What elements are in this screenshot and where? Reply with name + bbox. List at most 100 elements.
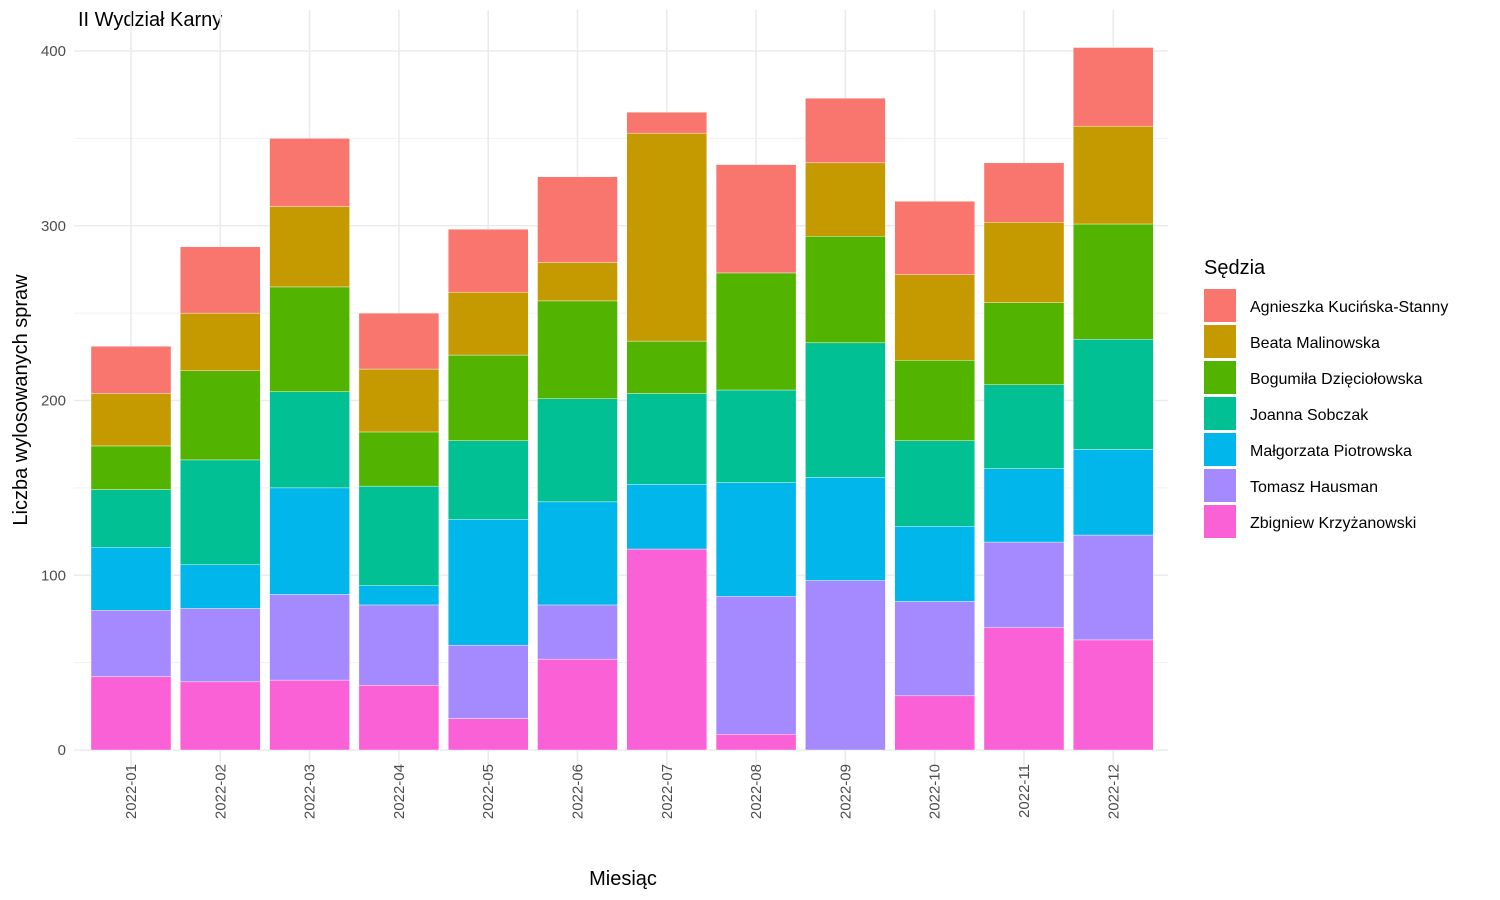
bar-segment xyxy=(537,262,618,302)
bar-segment xyxy=(180,564,261,609)
bar-segment xyxy=(90,676,172,751)
legend-label: Tomasz Hausman xyxy=(1250,479,1378,496)
bar-segment xyxy=(358,485,440,586)
bar-segment xyxy=(715,596,797,735)
bar-segment xyxy=(1073,223,1154,340)
bar-segment xyxy=(537,658,618,751)
bar-segment xyxy=(358,312,440,370)
legend-swatch xyxy=(1204,289,1236,322)
bar-segment xyxy=(715,482,797,597)
bar-segment xyxy=(715,734,797,751)
legend-swatch xyxy=(1204,433,1236,466)
x-tick-label: 2022-11 xyxy=(1016,764,1033,818)
bar-segment xyxy=(537,398,618,503)
bar-segment xyxy=(626,132,707,342)
x-tick-label: 2022-10 xyxy=(927,764,944,819)
bar-segment xyxy=(983,541,1065,628)
bar-segment xyxy=(90,346,172,394)
legend-label: Beata Malinowska xyxy=(1250,335,1380,352)
x-tick-label: 2022-04 xyxy=(391,764,408,819)
bar-segment xyxy=(90,393,172,447)
bar-segment xyxy=(537,604,618,660)
y-tick-label: 100 xyxy=(41,567,66,584)
bar-segment xyxy=(448,354,529,441)
bar-segment xyxy=(626,484,707,550)
legend: Sędzia Agnieszka Kucińska-Stanny Beata Ma… xyxy=(1204,257,1448,538)
bar-segment xyxy=(180,370,261,461)
bar-segment xyxy=(180,681,261,751)
bar-segment xyxy=(983,222,1065,303)
x-tick-label: 2022-12 xyxy=(1105,764,1122,819)
bar-segment xyxy=(90,445,172,490)
bar-segment xyxy=(537,501,618,606)
bar-segment xyxy=(537,176,618,263)
bar-segment xyxy=(805,162,886,237)
bar-segment xyxy=(1073,639,1154,751)
legend-swatch xyxy=(1204,325,1236,358)
bar-segment xyxy=(894,601,975,697)
bar-segment xyxy=(180,312,261,371)
x-tick-label: 2022-08 xyxy=(748,764,765,819)
legend-title: Sędzia xyxy=(1204,257,1266,279)
bar-segment xyxy=(90,547,172,611)
bar-segment xyxy=(358,685,440,751)
bar-segment xyxy=(448,519,529,646)
legend-label: Agnieszka Kucińska-Stanny xyxy=(1250,299,1448,316)
bar-segment xyxy=(448,440,529,520)
x-tick-label: 2022-03 xyxy=(302,764,319,819)
bar-segment xyxy=(1073,534,1154,641)
bar-segment xyxy=(269,594,350,681)
bar-segment xyxy=(983,162,1065,223)
x-axis-title: Miesiąc xyxy=(589,868,657,890)
x-tick-label: 2022-02 xyxy=(212,764,229,819)
bar-segment xyxy=(90,610,172,677)
bar-segment xyxy=(1073,339,1154,450)
bar-segment xyxy=(626,340,707,394)
y-axis-ticks: 0 100 200 300 400 xyxy=(41,43,66,759)
bar-segment xyxy=(805,477,886,581)
y-axis-title: Liczba wylosowanych spraw xyxy=(10,274,32,526)
legend-swatch xyxy=(1204,361,1236,394)
bar-segment xyxy=(180,608,261,683)
x-axis-ticks: 2022-01 2022-02 2022-03 2022-04 2022-05 2022-… xyxy=(123,764,1122,819)
bar-segment xyxy=(983,627,1065,751)
bar-segment xyxy=(269,391,350,489)
y-tick-label: 300 xyxy=(41,218,66,235)
bar-segment xyxy=(894,440,975,527)
bar-segment xyxy=(894,201,975,275)
bar-segment xyxy=(805,342,886,478)
x-tick-label: 2022-09 xyxy=(837,764,854,819)
legend-label: Zbigniew Krzyżanowski xyxy=(1250,515,1416,532)
bar-segment xyxy=(448,291,529,356)
bar-segment xyxy=(269,679,350,751)
bar-segment xyxy=(358,604,440,686)
legend-label: Joanna Sobczak xyxy=(1250,407,1369,424)
bar-segment xyxy=(894,360,975,441)
bar-segment xyxy=(1073,449,1154,536)
bar-segment xyxy=(1073,47,1154,127)
x-tick-label: 2022-01 xyxy=(123,764,140,819)
bar-segment xyxy=(894,526,975,602)
bar-stack-group xyxy=(90,47,1154,751)
bar-segment xyxy=(358,368,440,433)
bar-segment xyxy=(805,97,886,164)
legend-label: Małgorzata Piotrowska xyxy=(1250,443,1412,460)
bar-segment xyxy=(983,302,1065,385)
legend-swatch xyxy=(1204,505,1236,538)
bar-segment xyxy=(358,585,440,606)
bar-segment xyxy=(358,431,440,487)
legend-label: Bogumiła Dzięciołowska xyxy=(1250,371,1423,388)
bar-segment xyxy=(448,644,529,719)
bar-segment xyxy=(180,246,261,314)
bar-segment xyxy=(269,487,350,595)
y-tick-label: 400 xyxy=(41,43,66,60)
y-tick-label: 0 xyxy=(58,742,66,759)
bar-segment xyxy=(1073,125,1154,225)
bar-segment xyxy=(805,236,886,344)
bar-segment xyxy=(448,718,529,751)
bar-segment xyxy=(448,229,529,293)
bar-segment xyxy=(626,111,707,134)
bar-segment xyxy=(983,384,1065,469)
bar-segment xyxy=(180,459,261,565)
